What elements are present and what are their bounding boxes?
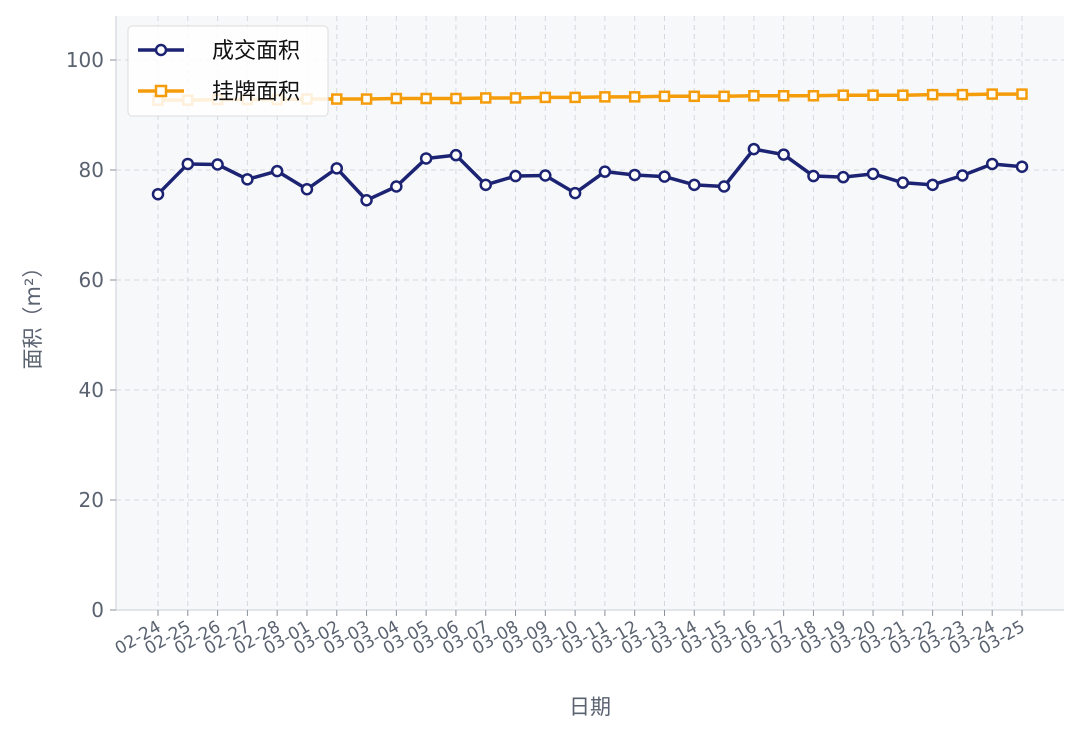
data-point xyxy=(717,180,731,193)
data-point xyxy=(330,162,344,175)
y-tick-label: 80 xyxy=(79,158,104,182)
data-point xyxy=(241,173,254,186)
y-tick-label: 60 xyxy=(79,268,104,292)
legend-label-series-2: 挂牌面积 xyxy=(212,80,300,105)
data-point xyxy=(956,169,969,182)
y-tick-label: 20 xyxy=(79,488,104,512)
data-point xyxy=(956,88,969,101)
data-point xyxy=(598,165,612,178)
x-axis-title: 日期 xyxy=(569,695,611,719)
data-point xyxy=(747,142,761,156)
data-point xyxy=(658,170,671,183)
axes xyxy=(115,16,1064,611)
series-1 xyxy=(151,142,1029,207)
legend-swatch-marker xyxy=(154,84,168,98)
data-point xyxy=(449,148,463,162)
data-point xyxy=(688,90,701,103)
data-point xyxy=(718,90,730,103)
x-ticks: 02-2402-2502-2602-2702-2803-0103-0203-03… xyxy=(112,610,1029,659)
data-point xyxy=(420,92,432,105)
legend-label-series-1: 成交面积 xyxy=(212,39,300,64)
data-point xyxy=(419,152,433,165)
data-point xyxy=(181,157,195,171)
data-point xyxy=(807,90,820,102)
data-point xyxy=(748,90,760,102)
data-point xyxy=(688,178,701,192)
data-point xyxy=(450,92,462,105)
data-point xyxy=(897,89,909,101)
data-point xyxy=(479,92,492,104)
data-point xyxy=(986,88,998,100)
data-point xyxy=(539,169,552,182)
y-axis-title: 面积（m²） xyxy=(21,257,45,370)
data-point xyxy=(896,176,910,189)
data-point xyxy=(836,170,850,184)
y-ticks: 0 20 40 60 80 100 xyxy=(66,48,116,622)
legend-swatch-marker xyxy=(154,43,168,57)
data-point xyxy=(569,91,581,104)
data-point xyxy=(360,93,373,105)
data-point xyxy=(270,164,284,178)
data-point xyxy=(479,178,492,192)
data-point xyxy=(568,186,582,200)
data-point xyxy=(777,148,790,161)
data-point xyxy=(151,187,165,201)
data-point xyxy=(300,183,314,196)
data-point xyxy=(509,92,522,104)
data-point xyxy=(777,90,790,102)
legend: 成交面积 挂牌面积 xyxy=(127,25,329,117)
data-point xyxy=(628,168,641,182)
data-point xyxy=(390,92,403,105)
y-tick-label: 100 xyxy=(66,48,104,72)
data-point xyxy=(628,91,641,103)
y-tick-label: 0 xyxy=(91,598,104,622)
data-point xyxy=(1015,160,1029,173)
data-point xyxy=(658,90,671,103)
data-point xyxy=(926,88,939,101)
data-point xyxy=(837,89,849,101)
data-point xyxy=(331,93,343,105)
data-point xyxy=(985,157,999,171)
data-point xyxy=(539,91,552,104)
data-point xyxy=(360,194,373,207)
data-point xyxy=(509,169,522,183)
data-point xyxy=(211,158,224,171)
data-point xyxy=(807,169,820,183)
data-point xyxy=(1016,88,1028,100)
data-point xyxy=(866,167,880,181)
data-point xyxy=(926,178,939,192)
data-point xyxy=(599,91,611,103)
data-point xyxy=(867,89,879,101)
data-point xyxy=(390,180,403,193)
y-tick-label: 40 xyxy=(79,378,104,402)
